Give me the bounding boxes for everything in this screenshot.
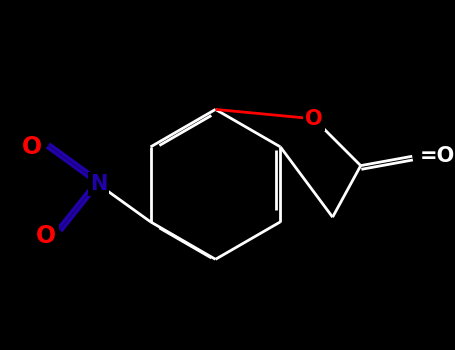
Text: O: O [22, 135, 42, 159]
Text: N: N [90, 174, 107, 194]
Text: O: O [36, 224, 56, 248]
Text: =O: =O [420, 146, 455, 166]
Text: O: O [305, 109, 323, 129]
